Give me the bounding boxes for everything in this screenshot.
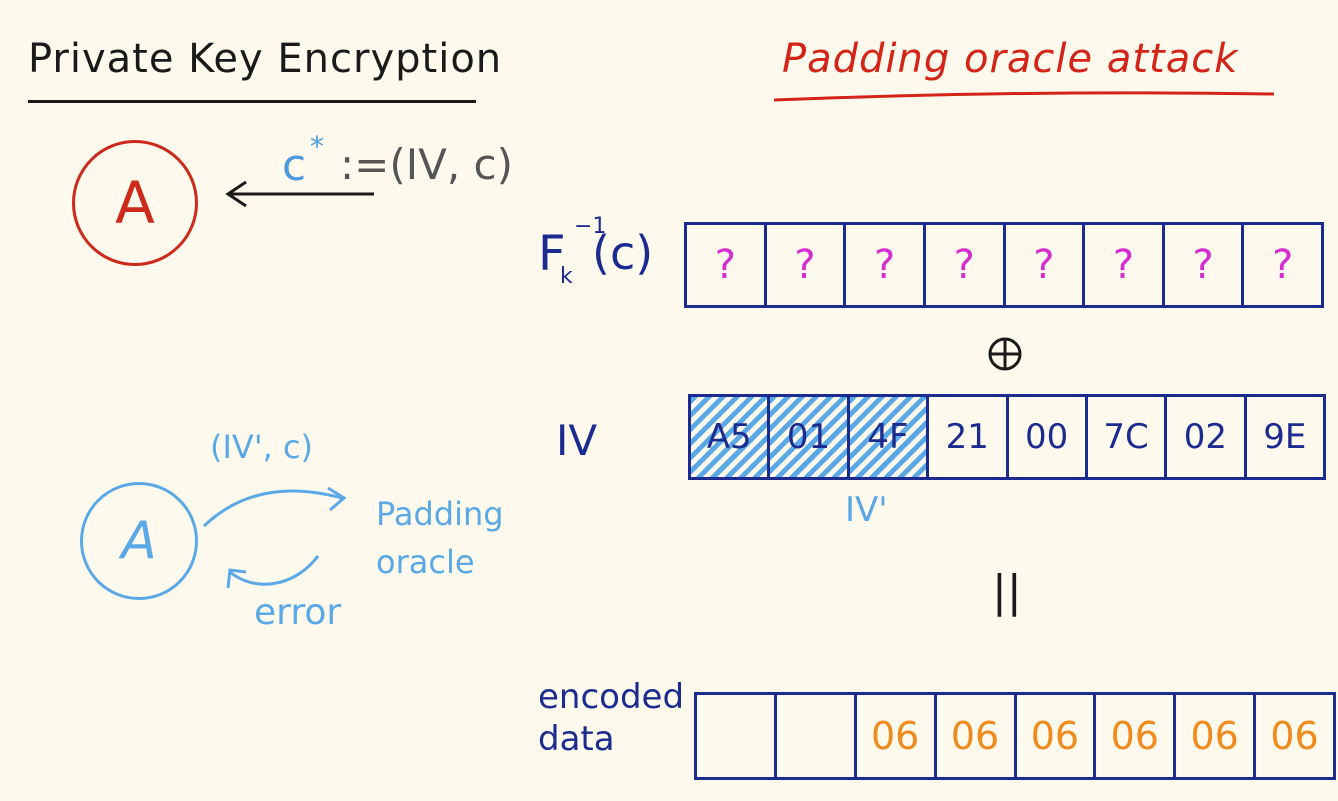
iv-byte-cell: 00 <box>1009 397 1088 477</box>
encoded-byte-cell <box>777 695 857 777</box>
challenge-ciphertext-c: c <box>282 140 307 191</box>
encoded-byte-cell: 06 <box>1270 714 1319 758</box>
adversary-circle-oracle: A <box>80 482 198 600</box>
encoded-block-row: 06 06 06 06 06 06 <box>694 692 1336 780</box>
iv-byte-cell: 02 <box>1167 397 1247 477</box>
adversary-label-oracle: A <box>121 511 157 571</box>
title-underline <box>28 100 476 103</box>
encoded-byte-cell: 06 <box>1017 695 1097 777</box>
iv-byte-cell: A5 <box>691 397 771 477</box>
iv-byte-cell: 01 <box>770 397 850 477</box>
decrypted-byte-cell: ? <box>687 225 767 305</box>
iv-byte-cell: 21 <box>929 397 1009 477</box>
encoded-byte-cell: 06 <box>937 695 1017 777</box>
iv-block-row: A5 01 4F 21 00 7C 02 9E <box>688 394 1326 480</box>
encoded-data-label-line1: encoded <box>538 677 685 717</box>
encoded-data-label-line2: data <box>538 719 615 759</box>
decryption-function-superscript: −1 <box>574 214 607 239</box>
iv-byte-cell: 7C <box>1088 397 1168 477</box>
decrypted-byte-cell: ? <box>1272 242 1294 288</box>
modified-iv-label: IV' <box>845 490 888 530</box>
padding-oracle-label: Padding oracle <box>376 490 504 586</box>
iv-label: IV <box>556 416 598 465</box>
iv-byte-cell: 4F <box>849 397 930 477</box>
encoded-byte-cell <box>697 695 777 777</box>
oracle-query-label: (IV', c) <box>210 428 314 466</box>
decryption-function-label: F <box>538 226 566 282</box>
page-title-left: Private Key Encryption <box>28 36 503 82</box>
encoded-byte-cell: 06 <box>1096 695 1177 777</box>
challenge-star: * <box>310 130 324 163</box>
decrypted-byte-cell: ? <box>1085 225 1165 305</box>
adversary-circle: A <box>72 140 198 266</box>
decrypted-byte-cell: ? <box>1006 225 1086 305</box>
iv-byte-cell: 9E <box>1263 417 1307 457</box>
decryption-function-subscript: k <box>560 264 573 289</box>
padding-oracle-line2: oracle <box>376 543 475 581</box>
decrypted-byte-cell: ? <box>767 225 847 305</box>
challenge-arrow <box>225 180 374 208</box>
query-arrow <box>202 486 347 528</box>
adversary-label: A <box>115 169 155 237</box>
decryption-function-argument: (c) <box>592 226 654 280</box>
encoded-data-label: encoded data <box>538 676 684 760</box>
padding-oracle-line1: Padding <box>376 495 504 533</box>
decrypted-block-row: ? ? ? ? ? ? ? ? <box>684 222 1324 308</box>
page-title-right: Padding oracle attack <box>782 36 1239 82</box>
error-label: error <box>254 592 342 633</box>
title-underline-red <box>773 91 1275 102</box>
encoded-byte-cell: 06 <box>857 695 937 777</box>
decrypted-byte-cell: ? <box>1165 225 1245 305</box>
equals-sign: || <box>992 566 1022 617</box>
error-arrow <box>226 555 320 589</box>
encoded-byte-cell: 06 <box>1176 695 1257 777</box>
decrypted-byte-cell: ? <box>926 225 1006 305</box>
decrypted-byte-cell: ? <box>846 225 926 305</box>
xor-icon <box>988 337 1022 371</box>
challenge-definition: :=(IV, c) <box>340 140 514 189</box>
